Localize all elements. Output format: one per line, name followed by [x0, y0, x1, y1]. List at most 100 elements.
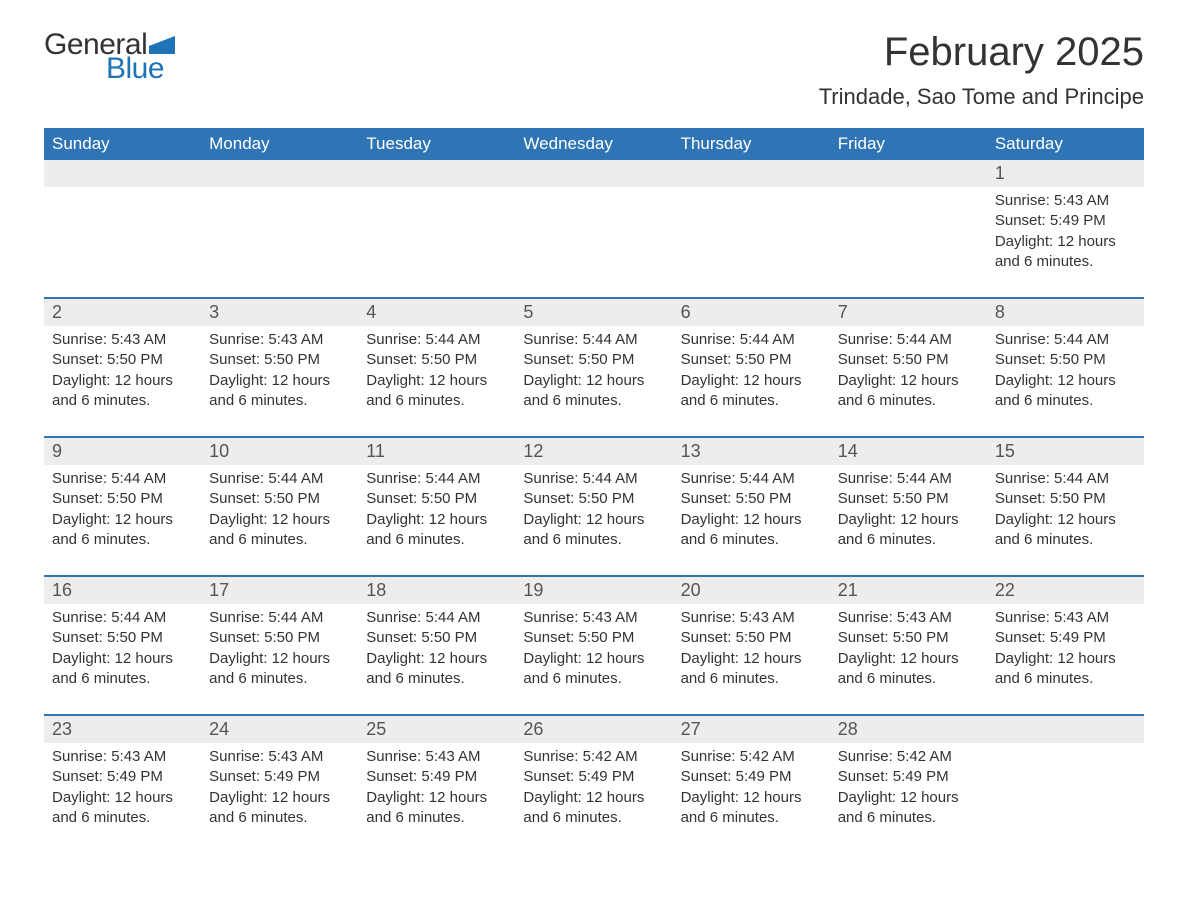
sunset-text: Sunset: 5:50 PM [523, 350, 664, 370]
sunrise-text: Sunrise: 5:44 AM [838, 330, 979, 350]
day-number: 8 [987, 299, 1144, 326]
daynum-row: 9101112131415 [44, 438, 1144, 465]
day-body: Sunrise: 5:44 AMSunset: 5:50 PMDaylight:… [358, 465, 515, 565]
day-body: Sunrise: 5:42 AMSunset: 5:49 PMDaylight:… [830, 743, 987, 843]
day-number: 19 [515, 577, 672, 604]
day-number: 27 [673, 716, 830, 743]
day-number: 24 [201, 716, 358, 743]
daylight-text: Daylight: 12 hours and 6 minutes. [995, 371, 1136, 412]
dayhead-sunday: Sunday [44, 128, 201, 160]
day-number: 9 [44, 438, 201, 465]
day-body: Sunrise: 5:43 AMSunset: 5:49 PMDaylight:… [358, 743, 515, 843]
dayhead-tuesday: Tuesday [358, 128, 515, 160]
day-body: Sunrise: 5:43 AMSunset: 5:49 PMDaylight:… [201, 743, 358, 843]
sunset-text: Sunset: 5:50 PM [838, 489, 979, 509]
sunrise-text: Sunrise: 5:44 AM [366, 330, 507, 350]
sunrise-text: Sunrise: 5:42 AM [681, 747, 822, 767]
daylight-text: Daylight: 12 hours and 6 minutes. [523, 371, 664, 412]
day-body: Sunrise: 5:44 AMSunset: 5:50 PMDaylight:… [358, 326, 515, 426]
sunrise-text: Sunrise: 5:43 AM [209, 747, 350, 767]
sunset-text: Sunset: 5:50 PM [366, 628, 507, 648]
daylight-text: Daylight: 12 hours and 6 minutes. [209, 510, 350, 551]
day-body: Sunrise: 5:44 AMSunset: 5:50 PMDaylight:… [987, 465, 1144, 565]
dayhead-friday: Friday [830, 128, 987, 160]
day-number: 14 [830, 438, 987, 465]
day-body: Sunrise: 5:43 AMSunset: 5:49 PMDaylight:… [987, 604, 1144, 704]
sunset-text: Sunset: 5:49 PM [838, 767, 979, 787]
day-body: Sunrise: 5:43 AMSunset: 5:50 PMDaylight:… [44, 326, 201, 426]
day-body: Sunrise: 5:44 AMSunset: 5:50 PMDaylight:… [987, 326, 1144, 426]
sunrise-text: Sunrise: 5:44 AM [52, 608, 193, 628]
daynum-row: 16171819202122 [44, 577, 1144, 604]
day-number [515, 160, 672, 187]
day-number: 28 [830, 716, 987, 743]
week-wrap: 16171819202122Sunrise: 5:44 AMSunset: 5:… [44, 575, 1144, 704]
sunrise-text: Sunrise: 5:43 AM [523, 608, 664, 628]
sunset-text: Sunset: 5:49 PM [523, 767, 664, 787]
daylight-text: Daylight: 12 hours and 6 minutes. [523, 788, 664, 829]
sunset-text: Sunset: 5:49 PM [52, 767, 193, 787]
daylight-text: Daylight: 12 hours and 6 minutes. [681, 371, 822, 412]
daylight-text: Daylight: 12 hours and 6 minutes. [681, 788, 822, 829]
day-number [673, 160, 830, 187]
dayhead-row: Sunday Monday Tuesday Wednesday Thursday… [44, 128, 1144, 160]
day-body [515, 187, 672, 287]
day-number: 1 [987, 160, 1144, 187]
day-number [201, 160, 358, 187]
daylight-text: Daylight: 12 hours and 6 minutes. [523, 510, 664, 551]
daylight-text: Daylight: 12 hours and 6 minutes. [52, 371, 193, 412]
day-number: 26 [515, 716, 672, 743]
sunset-text: Sunset: 5:50 PM [52, 489, 193, 509]
sunrise-text: Sunrise: 5:44 AM [366, 469, 507, 489]
daybody-row: Sunrise: 5:44 AMSunset: 5:50 PMDaylight:… [44, 465, 1144, 565]
sunrise-text: Sunrise: 5:44 AM [681, 469, 822, 489]
day-number: 5 [515, 299, 672, 326]
title-block: February 2025 Trindade, Sao Tome and Pri… [819, 30, 1144, 110]
day-body: Sunrise: 5:44 AMSunset: 5:50 PMDaylight:… [673, 326, 830, 426]
sunrise-text: Sunrise: 5:43 AM [681, 608, 822, 628]
sunset-text: Sunset: 5:49 PM [995, 628, 1136, 648]
day-body: Sunrise: 5:44 AMSunset: 5:50 PMDaylight:… [830, 326, 987, 426]
daybody-row: Sunrise: 5:43 AMSunset: 5:49 PMDaylight:… [44, 743, 1144, 843]
sunrise-text: Sunrise: 5:44 AM [523, 469, 664, 489]
day-body: Sunrise: 5:44 AMSunset: 5:50 PMDaylight:… [201, 604, 358, 704]
sunrise-text: Sunrise: 5:42 AM [838, 747, 979, 767]
day-number [44, 160, 201, 187]
daybody-row: Sunrise: 5:43 AMSunset: 5:49 PMDaylight:… [44, 187, 1144, 287]
daylight-text: Daylight: 12 hours and 6 minutes. [838, 788, 979, 829]
sunrise-text: Sunrise: 5:43 AM [995, 608, 1136, 628]
day-body [987, 743, 1144, 843]
day-body [830, 187, 987, 287]
sunrise-text: Sunrise: 5:44 AM [366, 608, 507, 628]
sunset-text: Sunset: 5:50 PM [209, 628, 350, 648]
header: General Blue February 2025 Trindade, Sao… [44, 30, 1144, 110]
sunset-text: Sunset: 5:50 PM [52, 350, 193, 370]
day-body: Sunrise: 5:43 AMSunset: 5:50 PMDaylight:… [201, 326, 358, 426]
dayhead-wednesday: Wednesday [515, 128, 672, 160]
sunrise-text: Sunrise: 5:43 AM [838, 608, 979, 628]
sunrise-text: Sunrise: 5:43 AM [995, 191, 1136, 211]
day-number [358, 160, 515, 187]
daylight-text: Daylight: 12 hours and 6 minutes. [209, 371, 350, 412]
daylight-text: Daylight: 12 hours and 6 minutes. [366, 788, 507, 829]
day-number: 10 [201, 438, 358, 465]
day-number: 6 [673, 299, 830, 326]
sunrise-text: Sunrise: 5:44 AM [995, 469, 1136, 489]
day-body: Sunrise: 5:44 AMSunset: 5:50 PMDaylight:… [44, 604, 201, 704]
sunset-text: Sunset: 5:50 PM [838, 628, 979, 648]
day-body: Sunrise: 5:42 AMSunset: 5:49 PMDaylight:… [673, 743, 830, 843]
day-body: Sunrise: 5:44 AMSunset: 5:50 PMDaylight:… [830, 465, 987, 565]
sunrise-text: Sunrise: 5:43 AM [366, 747, 507, 767]
sunset-text: Sunset: 5:50 PM [681, 489, 822, 509]
location-label: Trindade, Sao Tome and Principe [819, 84, 1144, 110]
sunset-text: Sunset: 5:50 PM [209, 489, 350, 509]
sunrise-text: Sunrise: 5:44 AM [681, 330, 822, 350]
sunrise-text: Sunrise: 5:44 AM [52, 469, 193, 489]
daylight-text: Daylight: 12 hours and 6 minutes. [838, 649, 979, 690]
day-number: 20 [673, 577, 830, 604]
sunset-text: Sunset: 5:49 PM [366, 767, 507, 787]
sunset-text: Sunset: 5:50 PM [366, 489, 507, 509]
day-body: Sunrise: 5:42 AMSunset: 5:49 PMDaylight:… [515, 743, 672, 843]
daylight-text: Daylight: 12 hours and 6 minutes. [681, 510, 822, 551]
day-number: 15 [987, 438, 1144, 465]
